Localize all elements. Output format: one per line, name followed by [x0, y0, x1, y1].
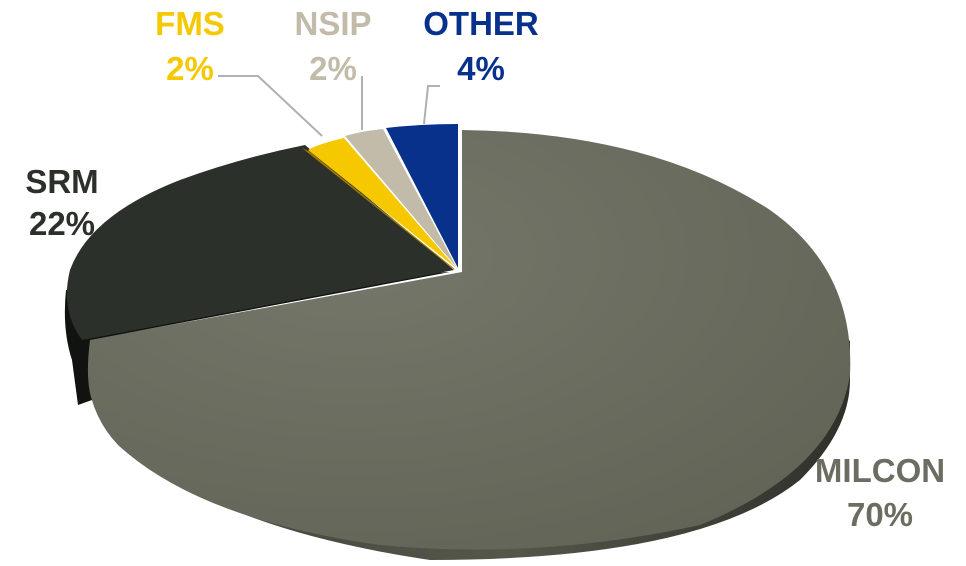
slice-nsip: [345, 129, 457, 268]
label-srm-pct: 22%: [29, 205, 95, 242]
label-other-name: OTHER: [423, 5, 539, 42]
slice-srm: [66, 145, 454, 340]
leader-lines: [218, 75, 440, 137]
label-nsip-pct: 2%: [309, 50, 357, 87]
label-nsip-name: NSIP: [294, 5, 371, 42]
slice-milcon: [86, 130, 851, 550]
label-other-pct: 4%: [457, 50, 505, 87]
pie-slices: [64, 124, 851, 560]
slice-fms-side: [302, 148, 456, 270]
slice-other: [386, 124, 458, 268]
slice-fms: [308, 138, 456, 268]
label-srm-name: SRM: [25, 163, 98, 200]
slice-labels: FMS 2% NSIP 2% OTHER 4% SRM 22% MILCON 7…: [25, 5, 945, 533]
label-fms-name: FMS: [155, 5, 225, 42]
label-milcon-name: MILCON: [815, 452, 945, 489]
label-milcon-pct: 70%: [847, 496, 913, 533]
label-fms-pct: 2%: [166, 50, 214, 87]
